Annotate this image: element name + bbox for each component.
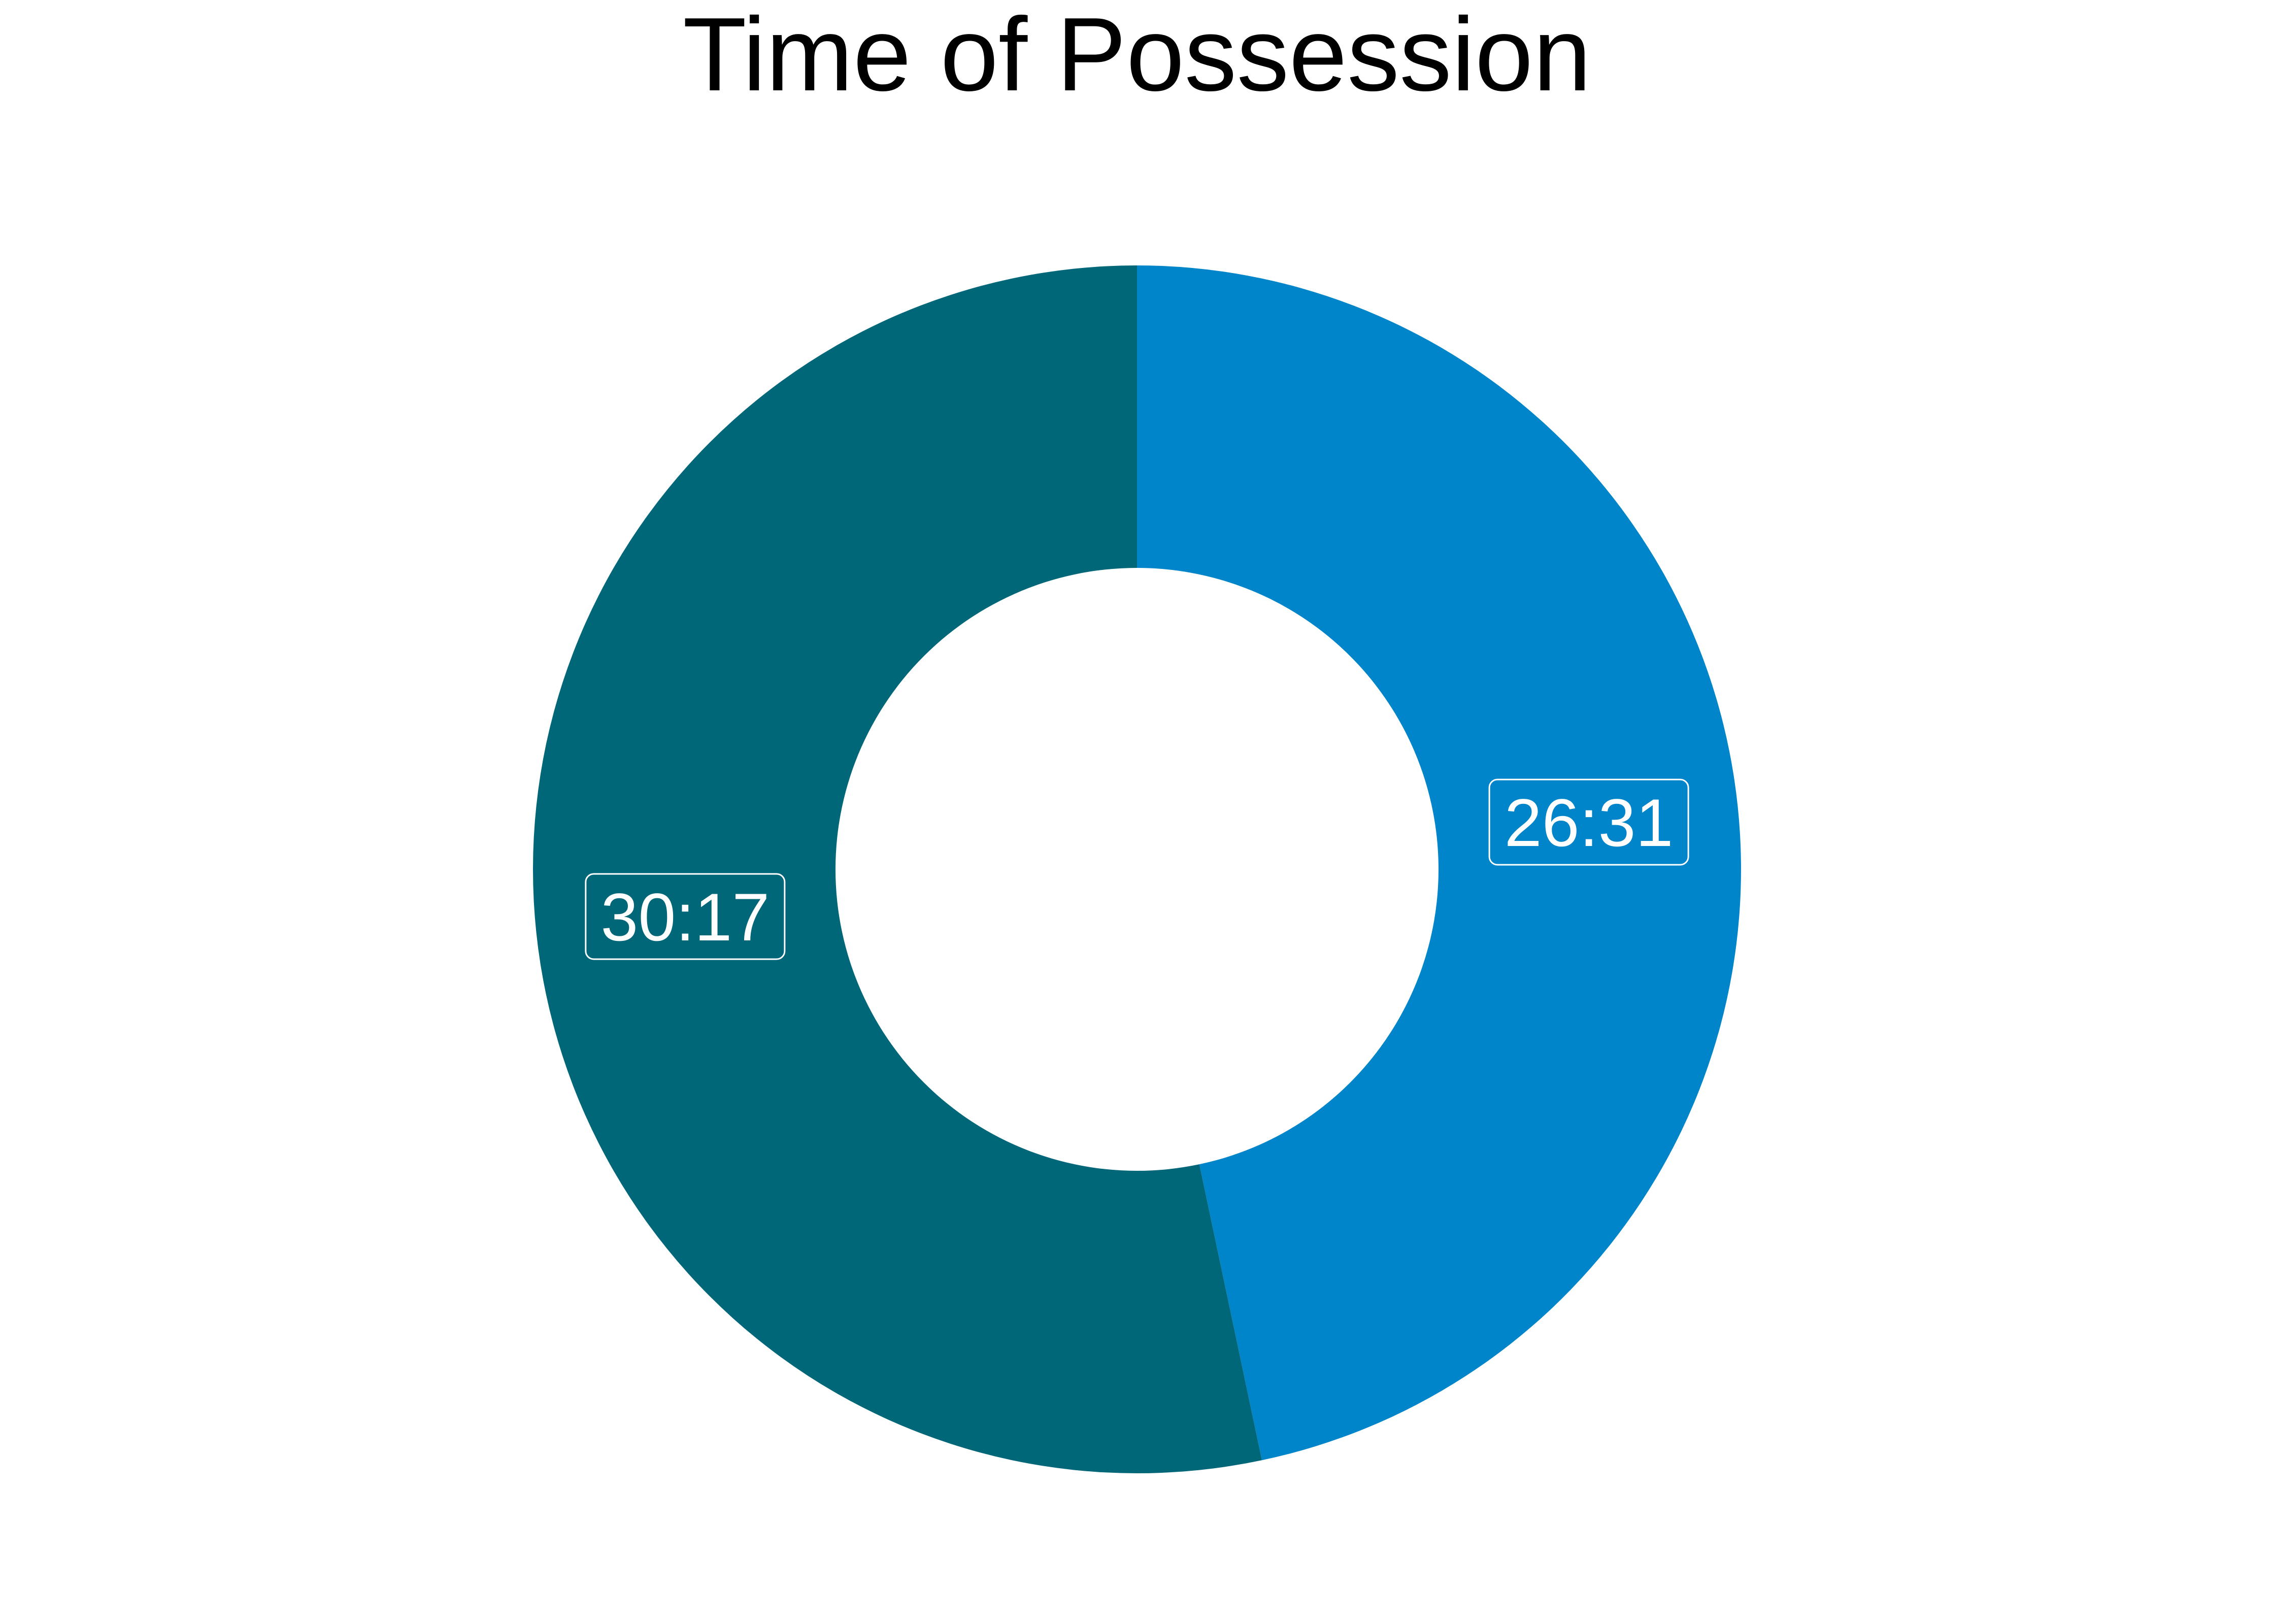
donut-slices [532,265,1741,1474]
slice-label-box-2 [585,873,786,960]
slice-label-2: 30:17 [585,873,786,960]
slice-label-text-2: 30:17 [600,880,770,955]
slice-label-1: 26:31 [1488,779,1689,866]
donut-slice-1 [1137,265,1741,1461]
slice-label-text-1: 26:31 [1504,786,1674,861]
chart-title: Time of Possession [683,0,1591,113]
slice-label-box-1 [1488,779,1689,866]
slice-labels: 26:31 30:17 [585,779,1689,960]
donut-slice-2 [532,265,1262,1474]
